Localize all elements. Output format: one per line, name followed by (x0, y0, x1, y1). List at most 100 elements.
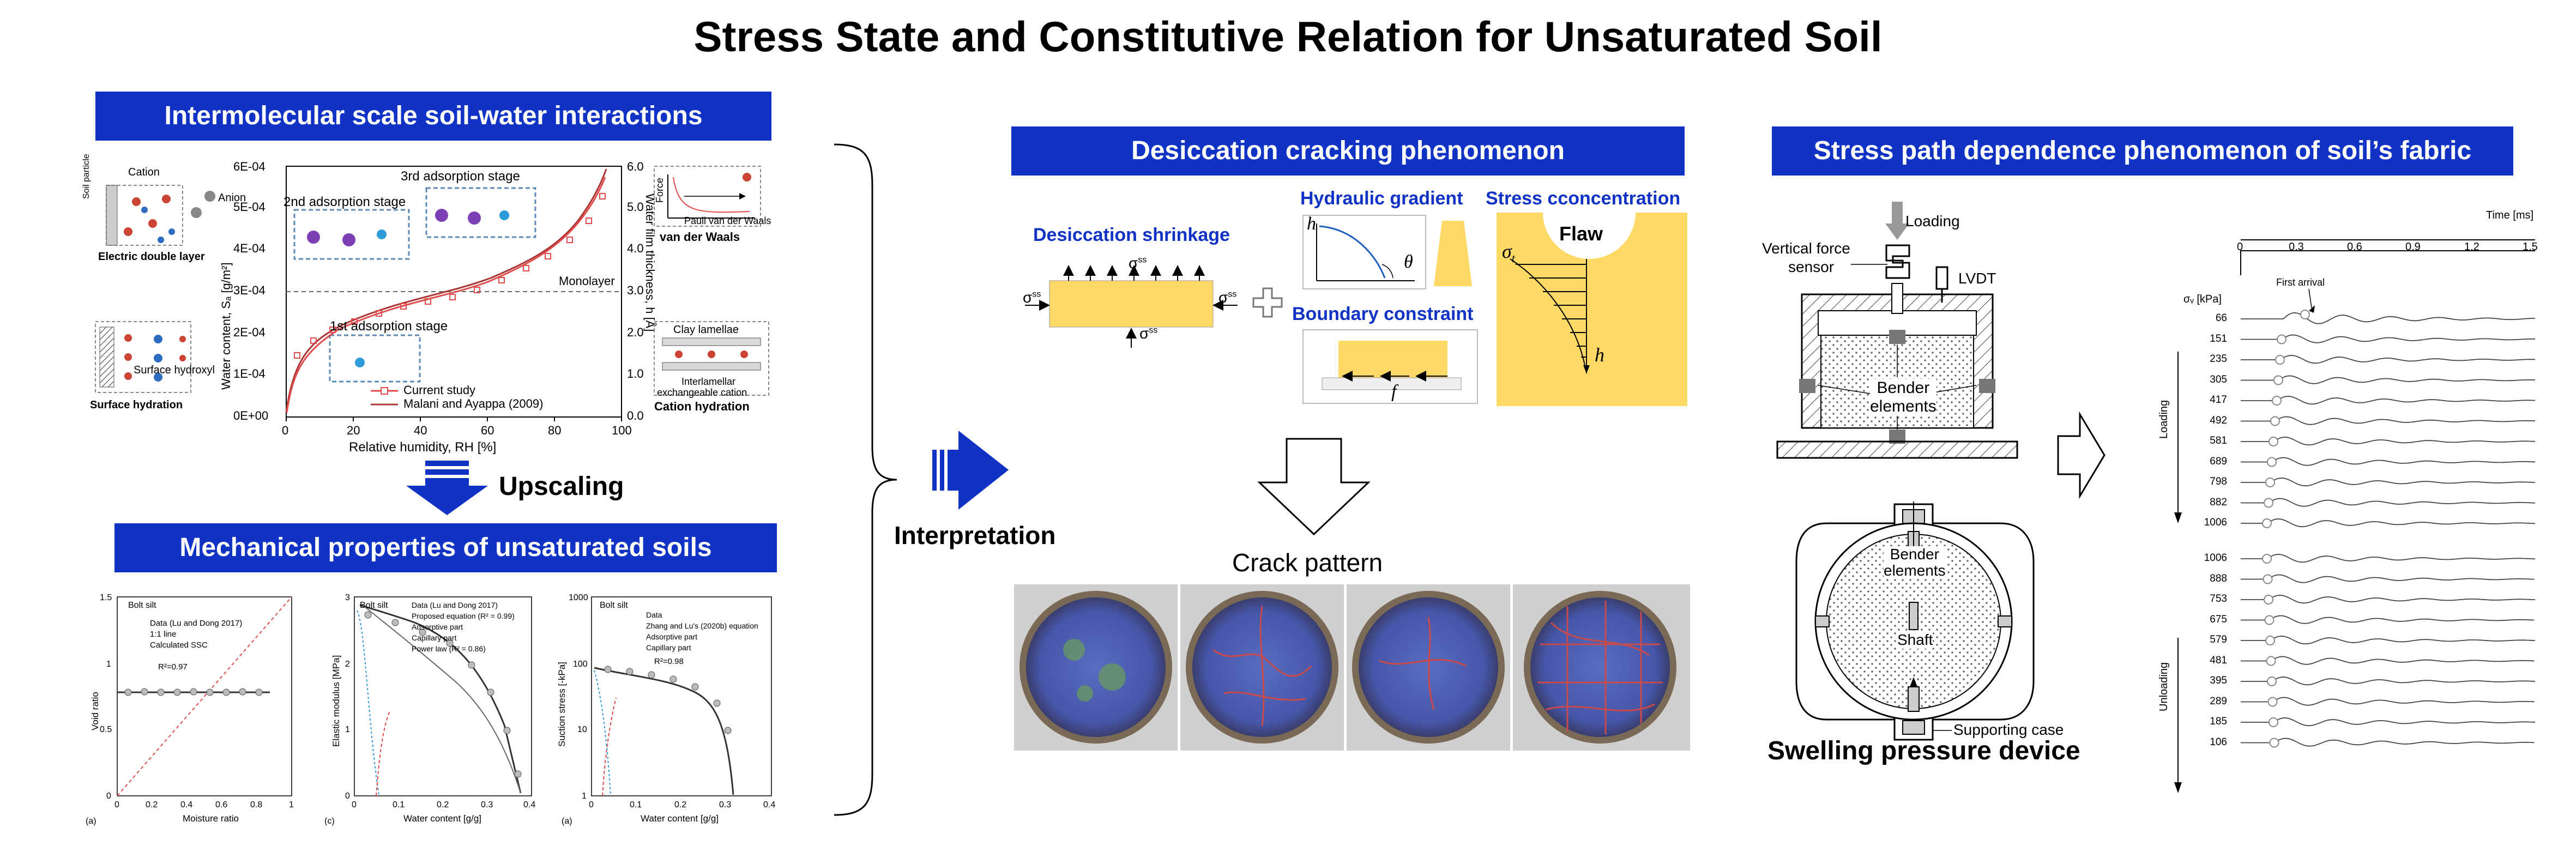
mech-c-title: Bolt silt (360, 601, 388, 610)
sigma-left-sup: ss (1032, 289, 1041, 299)
sigma-right-sym: σ (1218, 289, 1228, 306)
first-arrival-marker (2264, 595, 2273, 605)
y2-tick: 5.0 (627, 200, 644, 214)
sigma-bottom: σss (1139, 325, 1157, 342)
sensor-label: sensor (1788, 258, 1835, 275)
mech-a-x-tick: 0.6 (215, 800, 228, 809)
mech-a-title: Bolt silt (128, 601, 156, 610)
banner-mechanical: Mechanical properties of unsaturated soi… (114, 523, 777, 572)
mech-a-legend: Data (Lu and Dong 2017) (150, 619, 243, 628)
mech-d-r2: R²=0.98 (654, 657, 684, 666)
x-tick: 80 (548, 424, 562, 437)
y-tick: 1E-04 (233, 367, 266, 380)
sigma-t-sub: t (1511, 251, 1515, 265)
waveform-trace (2241, 396, 2536, 405)
waveform-trace (2241, 595, 2536, 604)
label-pauli: Pauli (684, 215, 707, 226)
stress-level-label: 395 (2210, 675, 2227, 686)
mech-c-legend: Capillary part (412, 633, 457, 642)
sigma-t: σt (1502, 240, 1515, 265)
bender-line1: Bender (1877, 379, 1930, 397)
mech-a-legend: Calculated SSC (150, 641, 208, 650)
sigma-top: σss (1129, 255, 1147, 272)
first-arrival-marker (2269, 738, 2279, 748)
mech-a-x-tick: 0 (114, 800, 119, 809)
unloading-side-label: Unloading (2158, 662, 2170, 711)
y-tick: 5E-04 (233, 200, 266, 214)
mech-d-legend: Data (646, 611, 662, 619)
first-arrival-marker (2265, 636, 2275, 645)
bender-top-line2: elements (1884, 562, 1946, 579)
stage1-label: 1st adsorption stage (330, 319, 448, 334)
upscaling-arrow (406, 461, 488, 515)
waveform-trace (2241, 312, 2535, 324)
interpretation-label: Interpretation (894, 521, 1056, 549)
mech-d-legend: Zhang and Lu's (2020b) equation (646, 621, 758, 630)
crack-photos (1014, 584, 1690, 751)
waveform-chart (2174, 239, 2536, 793)
crack-arrow (1257, 438, 1371, 536)
mech-c-y-tick: 1 (345, 725, 350, 734)
stress-level-label: 305 (2210, 373, 2227, 385)
x-tick: 100 (612, 424, 632, 437)
mech-c-panel: (c) (324, 817, 335, 826)
stress-level-label: 1006 (2204, 552, 2227, 564)
sigma-left: σss (1023, 289, 1041, 306)
y2-tick: 1.0 (627, 367, 644, 380)
loading-side-label: Loading (2158, 400, 2170, 439)
mech-d-y-tick: 10 (577, 725, 587, 734)
mech-d-y-tick: 1000 (569, 593, 588, 602)
label-surface-hydroxyl: Surface hydroxyl (134, 364, 215, 376)
stress-level-label: 417 (2210, 394, 2227, 406)
mechanical-charts (117, 596, 772, 796)
stress-level-label: 798 (2210, 476, 2227, 487)
y2-tick: 0.0 (627, 409, 644, 422)
waveform-trace (2241, 636, 2536, 645)
banner-stress-path: Stress path dependence phenomenon of soi… (1772, 126, 2513, 176)
time-tick: 0.3 (2289, 241, 2304, 253)
waveform-trace (2241, 656, 2535, 665)
first-arrival-marker (2264, 498, 2273, 508)
y-axis-label: Water content, Sₐ [g/m²] (219, 262, 233, 390)
mech-c-ylabel: Elastic modulus [MPa] (331, 655, 341, 747)
f-symbol: f (1391, 382, 1397, 402)
boundary-schematic (1302, 329, 1478, 404)
mech-a-y-tick: 0.5 (100, 725, 112, 734)
first-arrival-marker (2273, 375, 2283, 385)
mech-d-y-tick: 100 (573, 660, 588, 669)
mech-d-x-tick: 0.2 (674, 800, 687, 809)
theta-symbol: θ (1404, 252, 1413, 272)
label-soil-particle: Soil particle (82, 154, 91, 199)
swelling-device (1795, 501, 2035, 741)
mech-c-x-tick: 0.3 (481, 800, 493, 809)
first-arrival-marker (2267, 697, 2278, 707)
first-arrival-marker (2270, 416, 2280, 426)
banner-intermolecular: Intermolecular scale soil-water interact… (95, 92, 771, 141)
first-arrival-marker (2277, 334, 2287, 345)
stress-level-label: 579 (2210, 634, 2227, 645)
y2-tick: 2.0 (627, 325, 644, 339)
waveform-trace (2241, 437, 2536, 446)
first-arrival-marker (2272, 396, 2282, 406)
mech-d-ylabel: Suction stress [-kPa] (557, 662, 567, 747)
stress-level-label: 185 (2210, 716, 2227, 727)
sigma-top-sym: σ (1129, 255, 1138, 271)
mech-d-x-tick: 0.1 (630, 800, 642, 809)
y-tick: 6E-04 (233, 160, 266, 173)
interpretation-arrow (932, 431, 1009, 510)
y-tick: 2E-04 (233, 325, 266, 339)
mech-c-x-tick: 0.1 (393, 800, 405, 809)
stress-conc-schematic (1497, 213, 1687, 406)
bender-elements-top-label: Bender elements (1884, 546, 1946, 579)
waveform-trace (2241, 738, 2535, 747)
waveform-trace (2241, 478, 2536, 487)
shaft-label: Shaft (1897, 631, 1933, 649)
flaw-label: Flaw (1559, 222, 1603, 245)
stress-level-label: 675 (2210, 613, 2227, 625)
time-label: Time [ms] (2486, 209, 2534, 221)
mech-a-x-tick: 0.2 (146, 800, 158, 809)
stress-level-label: 492 (2210, 414, 2227, 426)
label-anion: Anion (218, 192, 246, 204)
mech-c-legend: Power law (R² = 0.86) (412, 644, 486, 653)
label-exch-cation: exchangeable cation (657, 387, 747, 398)
